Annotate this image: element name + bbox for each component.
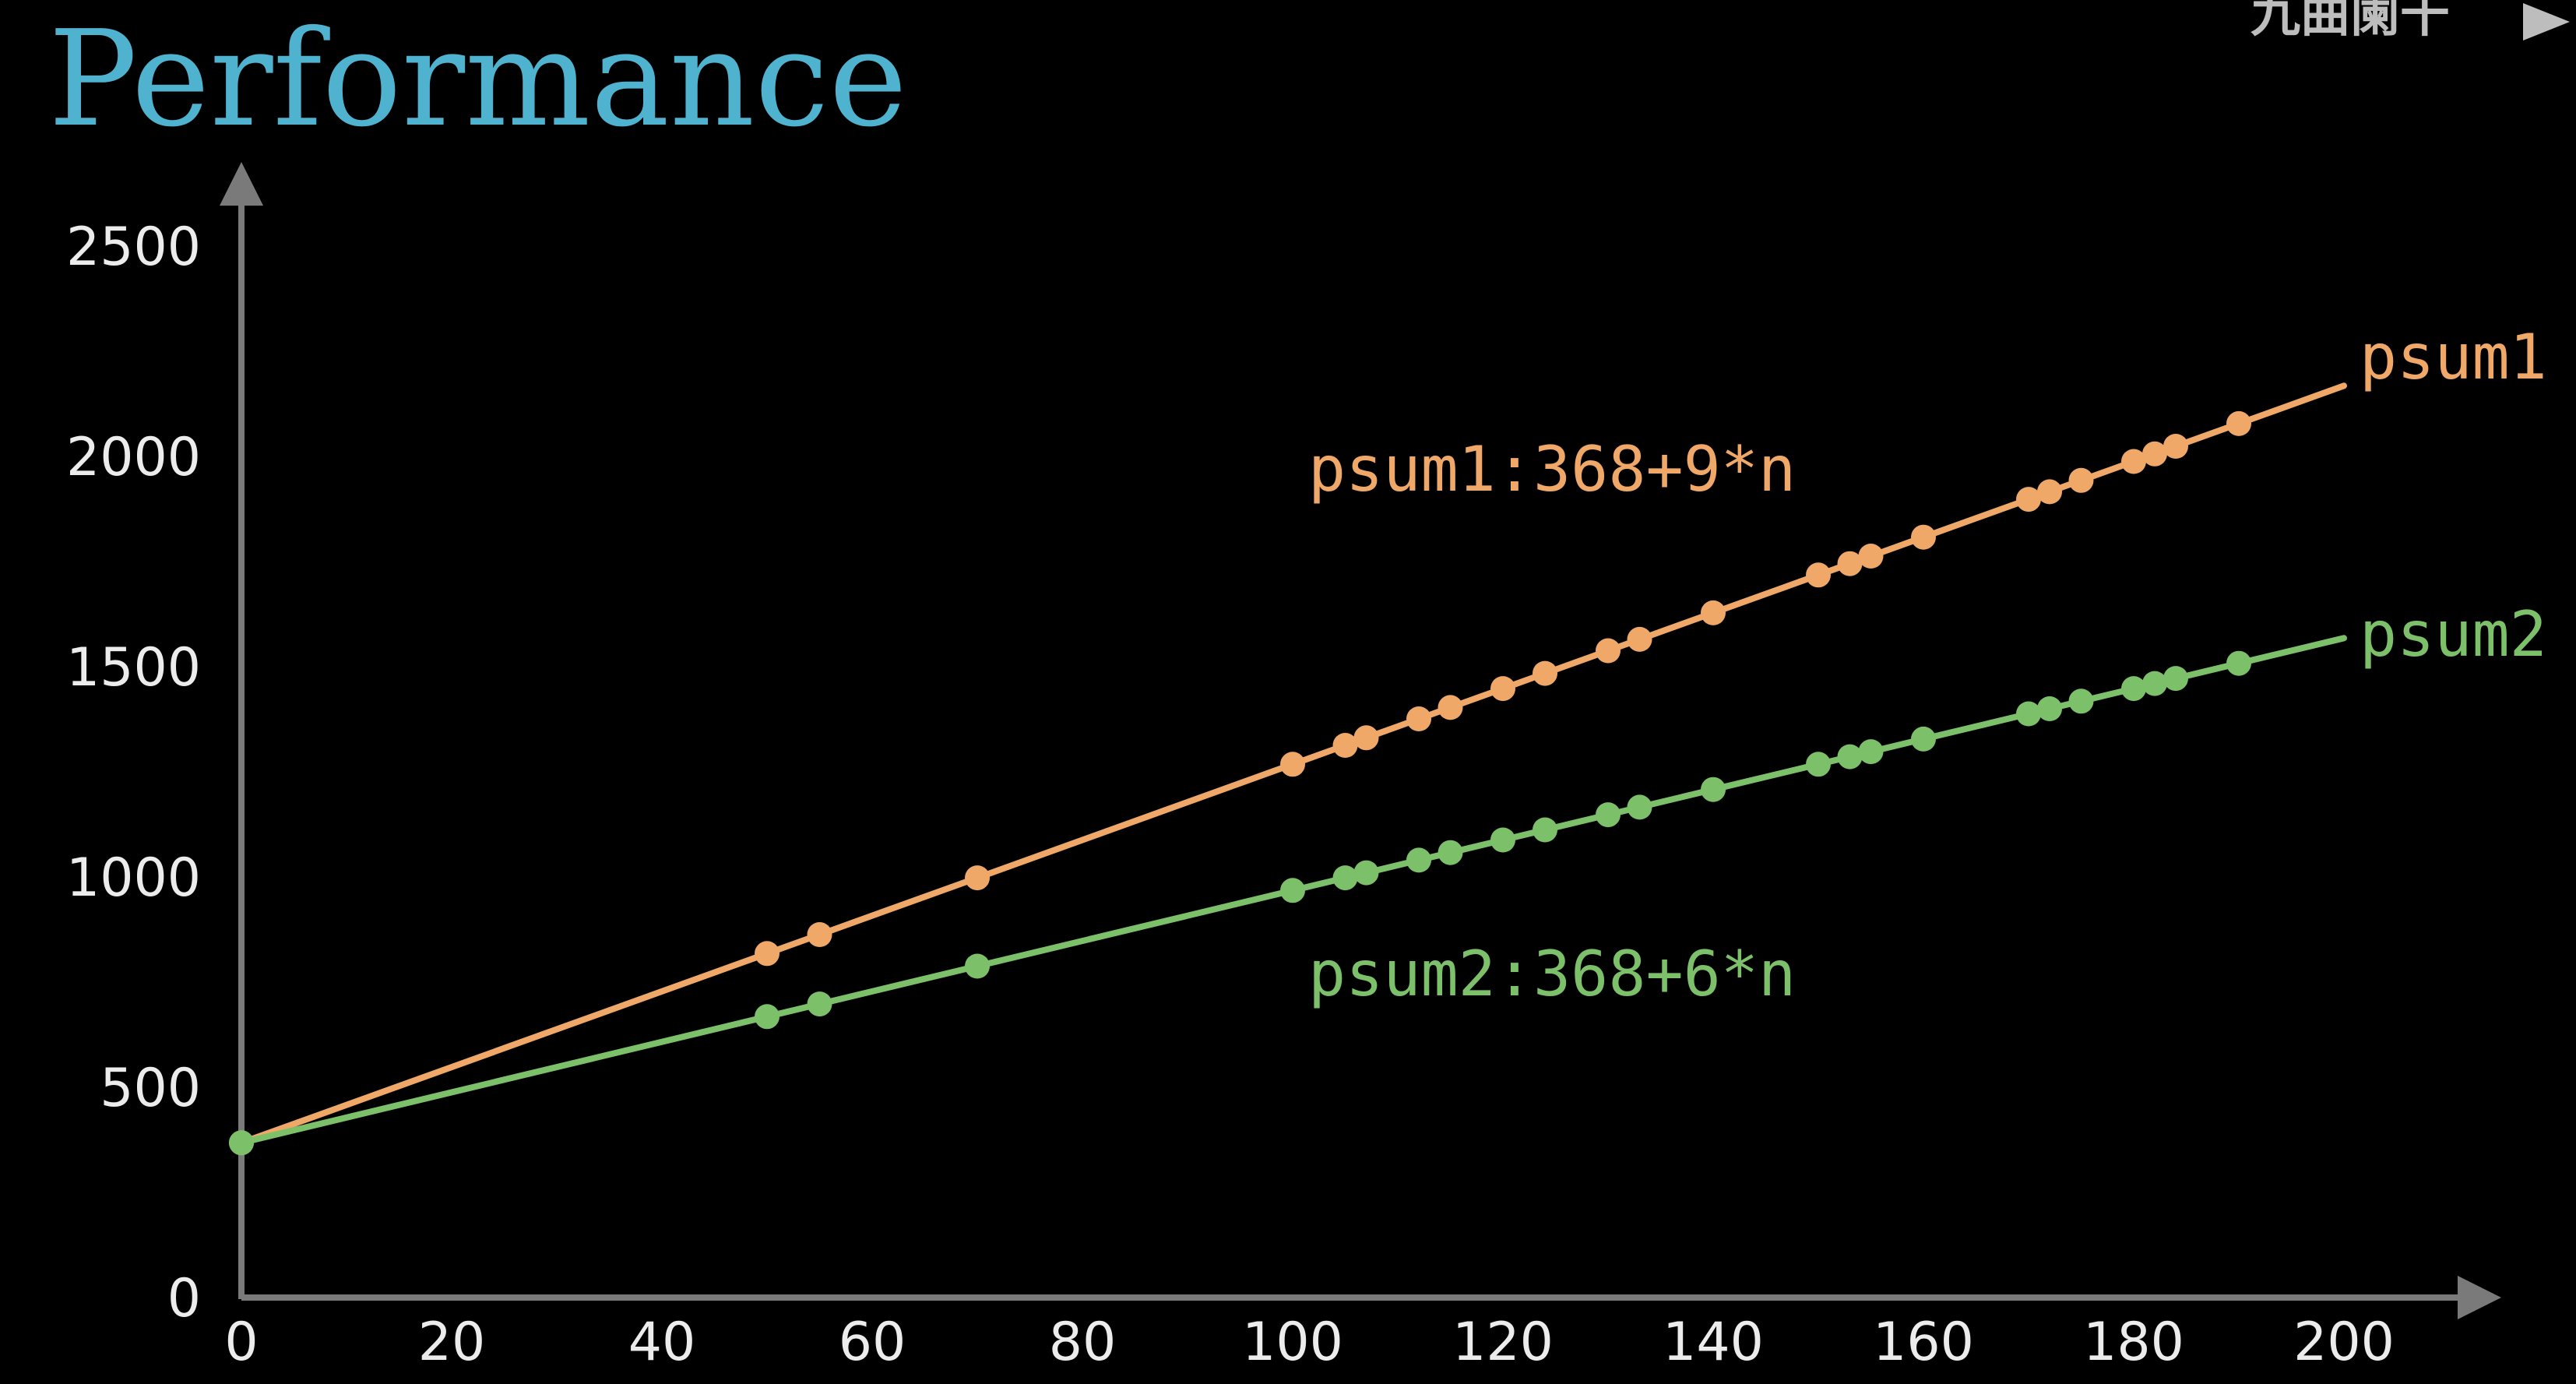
y-tick-label: 1500: [66, 637, 201, 699]
x-tick-label: 80: [1049, 1312, 1117, 1373]
data-point-psum1: [965, 865, 990, 891]
x-tick-label: 100: [1242, 1312, 1343, 1373]
data-point-psum2: [1533, 817, 1557, 843]
y-tick-label: 2000: [66, 427, 201, 488]
data-point-psum2: [2016, 701, 2041, 727]
data-point-psum1: [1533, 660, 1557, 686]
data-point-psum1: [1353, 725, 1379, 751]
chart-title: Performance: [48, 2, 907, 157]
data-point-psum1: [1332, 733, 1358, 758]
x-tick-label: 140: [1663, 1312, 1764, 1373]
data-point-psum1: [755, 941, 779, 967]
y-tick-labels: 0 500 1000 1500 2000 2500: [66, 217, 201, 1329]
data-point-psum2: [2068, 688, 2094, 714]
data-point-psum1: [1490, 676, 1515, 702]
x-tick-labels: 0 20 40 60 80 100 120 140 160 180 200: [224, 1312, 2395, 1373]
y-axis-arrow-icon: [220, 162, 263, 206]
data-point-psum2: [2226, 650, 2251, 676]
data-point-psum2: [1406, 847, 1431, 873]
data-point-psum2: [1911, 726, 1936, 752]
data-point-psum2: [1332, 865, 1358, 891]
x-tick-label: 120: [1452, 1312, 1554, 1373]
y-tick-label: 1000: [66, 847, 201, 909]
data-point-psum1: [1438, 695, 1463, 720]
data-point-psum1: [2226, 410, 2251, 436]
data-point-psum2: [2121, 676, 2146, 702]
data-point-psum1: [2037, 479, 2062, 505]
x-tick-label: 160: [1873, 1312, 1974, 1373]
data-point-psum1: [1627, 626, 1652, 652]
data-point-psum2: [1353, 860, 1379, 886]
series-label-psum1: psum1: [2360, 321, 2547, 393]
data-point-psum1: [1806, 562, 1831, 588]
data-point-psum1: [1596, 638, 1621, 664]
data-point-psum1: [2121, 449, 2146, 474]
data-point-psum1: [1701, 600, 1726, 625]
data-point-psum2: [2163, 666, 2188, 692]
watermark-text: 九曲阑干: [2250, 0, 2450, 44]
x-axis-arrow-icon: [2458, 1276, 2501, 1319]
data-point-psum1: [1280, 752, 1305, 777]
data-point-psum2: [1806, 752, 1831, 777]
data-point-psum2: [965, 953, 990, 979]
data-point-psum2: [807, 991, 832, 1017]
series-points: [229, 410, 2251, 1156]
data-point-psum2: [229, 1130, 254, 1156]
axes: [220, 162, 2501, 1319]
y-tick-label: 0: [167, 1268, 201, 1329]
data-point-psum1: [1406, 706, 1431, 731]
data-point-psum1: [2068, 467, 2094, 493]
x-tick-label: 20: [418, 1312, 486, 1373]
data-point-psum2: [755, 1004, 779, 1030]
data-point-psum1: [1911, 524, 1936, 550]
data-point-psum2: [1490, 827, 1515, 853]
data-point-psum1: [807, 922, 832, 947]
data-point-psum1: [2163, 434, 2188, 459]
data-point-psum2: [1627, 794, 1652, 820]
data-point-psum2: [1438, 840, 1463, 865]
y-tick-label: 500: [100, 1058, 201, 1119]
data-point-psum2: [2037, 696, 2062, 721]
formula-label-psum2: psum2:368+6*n: [1308, 938, 1796, 1010]
data-point-psum2: [1701, 777, 1726, 802]
x-tick-label: 40: [628, 1312, 696, 1373]
formula-label-psum1: psum1:368+9*n: [1308, 433, 1796, 505]
x-tick-label: 200: [2293, 1312, 2395, 1373]
data-point-psum2: [1596, 802, 1621, 828]
y-tick-label: 2500: [66, 217, 201, 278]
data-point-psum2: [2142, 671, 2167, 696]
data-point-psum1: [2016, 487, 2041, 512]
x-tick-label: 60: [839, 1312, 906, 1373]
data-point-psum2: [1837, 744, 1863, 769]
x-tick-label: 180: [2083, 1312, 2184, 1373]
data-point-psum1: [2142, 441, 2167, 467]
data-point-psum1: [1837, 551, 1863, 576]
x-tick-label: 0: [224, 1312, 258, 1373]
play-icon: [2523, 3, 2570, 40]
data-point-psum2: [1280, 878, 1305, 903]
data-point-psum2: [1858, 739, 1884, 765]
series-label-psum2: psum2: [2360, 598, 2547, 671]
data-point-psum1: [1858, 544, 1884, 569]
